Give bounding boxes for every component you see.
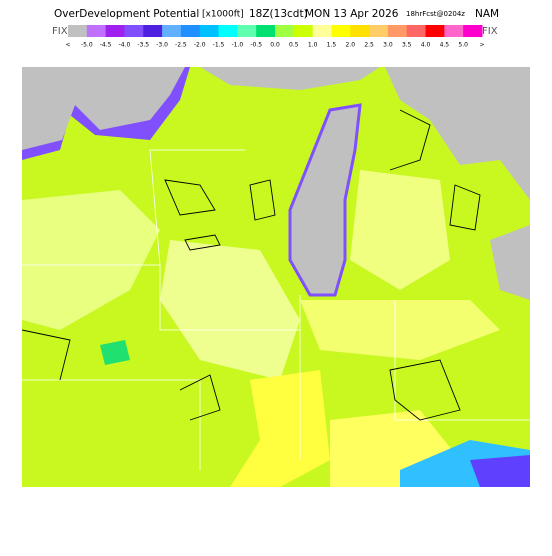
colorbar-swatch	[350, 25, 370, 37]
colorbar-label: -3.0	[156, 42, 168, 49]
fix-left: FIX	[52, 26, 68, 37]
colorbar-label: 2.0	[345, 42, 355, 49]
colorbar-label: -5.0	[81, 42, 93, 49]
colorbar-label: 2.5	[364, 42, 374, 49]
units: [x1000ft]	[202, 10, 244, 20]
forecast: 18hrFcst@0204z	[406, 10, 465, 18]
colorbar-swatch	[237, 25, 257, 37]
colorbar-swatch	[68, 25, 88, 37]
colorbar-swatch	[86, 25, 107, 37]
colorbar-label: -2.0	[194, 42, 206, 49]
colorbar-label: >	[479, 42, 484, 49]
date: MON 13 Apr 2026	[305, 8, 399, 20]
colorbar-label: 5.0	[458, 42, 468, 49]
colorbar-label: 3.0	[383, 42, 393, 49]
colorbar-label: 4.0	[421, 42, 431, 49]
colorbar-swatch	[162, 25, 182, 37]
colorbar-swatch	[180, 25, 201, 37]
field-region	[22, 190, 160, 330]
colorbar-swatch	[218, 25, 238, 37]
colorbar-swatch	[444, 25, 464, 37]
colorbar-swatch	[275, 25, 295, 37]
field-region	[230, 370, 330, 487]
colorbar-swatch	[425, 25, 445, 37]
colorbar-swatch	[312, 25, 332, 37]
lake-erie	[490, 225, 530, 300]
fix-right: FIX	[482, 26, 498, 37]
map	[21, 67, 530, 487]
colorbar-swatch	[369, 25, 389, 37]
colorbar-swatch	[124, 25, 144, 37]
colorbar-label: -0.5	[250, 42, 262, 49]
colorbar-swatch	[387, 25, 408, 37]
field-region	[100, 340, 130, 365]
colorbar-label: -4.5	[100, 42, 112, 49]
colorbar-label: 3.5	[402, 42, 412, 49]
colorbar-label: 1.5	[327, 42, 337, 49]
colorbar-label: -1.5	[213, 42, 225, 49]
field-region	[160, 240, 300, 380]
field-region	[350, 170, 450, 290]
lake-huron	[385, 67, 530, 200]
colorbar-label: -1.0	[232, 42, 244, 49]
land-mask	[200, 67, 380, 90]
model: NAM	[475, 8, 499, 20]
colorbar-swatch	[143, 25, 163, 37]
colorbar-label: -2.5	[175, 42, 187, 49]
colorbar-label: 1.0	[308, 42, 318, 49]
colorbar-swatch	[331, 25, 351, 37]
field-region	[300, 300, 500, 360]
colorbar: < -5.0 -4.5 -4.0 -3.5 -3.0 -2.5 -2.0 -1.5 -1.0 -0.…	[65, 25, 485, 49]
header: OverDevelopment Potential [x1000ft] 18Z(…	[52, 8, 499, 37]
land-mask	[22, 67, 185, 150]
colorbar-swatch	[406, 25, 427, 37]
colorbar-label: -4.0	[119, 42, 131, 49]
colorbar-label: 0.0	[270, 42, 280, 49]
colorbar-swatch	[293, 25, 314, 37]
colorbar-label: -3.5	[137, 42, 149, 49]
colorbar-label: <	[65, 42, 70, 49]
field-region	[470, 455, 530, 487]
colorbar-swatch	[199, 25, 220, 37]
colorbar-label: 4.5	[440, 42, 450, 49]
contours	[21, 109, 481, 421]
colorbar-swatch	[463, 25, 483, 37]
colorbar-swatch	[256, 25, 276, 37]
lake-michigan	[288, 103, 362, 297]
colorbar-label: 0.5	[289, 42, 299, 49]
title: OverDevelopment Potential	[54, 8, 199, 20]
valid-time: 18Z(13cdt)	[249, 8, 308, 20]
colorbar-swatch	[105, 25, 125, 37]
